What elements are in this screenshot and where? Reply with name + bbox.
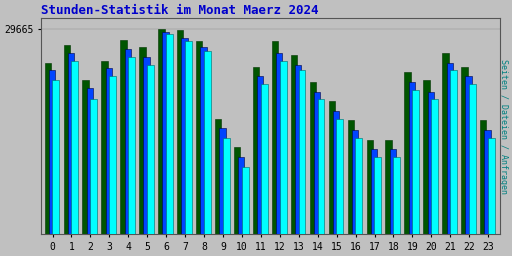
Bar xyxy=(298,70,306,234)
Bar xyxy=(143,57,150,234)
Bar xyxy=(386,140,392,234)
Bar xyxy=(336,119,344,234)
Bar xyxy=(162,32,169,234)
Bar xyxy=(412,90,419,234)
Bar xyxy=(63,45,70,234)
Bar xyxy=(87,88,93,234)
Bar xyxy=(219,128,226,234)
Bar xyxy=(200,47,207,234)
Bar xyxy=(166,34,173,234)
Bar xyxy=(295,65,301,234)
Bar xyxy=(367,140,373,234)
Bar xyxy=(238,157,245,234)
Bar xyxy=(101,61,108,234)
Bar xyxy=(404,72,411,234)
Y-axis label: Seiten / Dateien / Anfragen: Seiten / Dateien / Anfragen xyxy=(499,59,508,194)
Bar xyxy=(185,41,192,234)
Bar xyxy=(223,138,230,234)
Bar xyxy=(450,70,457,234)
Bar xyxy=(480,121,486,234)
Bar xyxy=(52,80,59,234)
Bar xyxy=(390,150,396,234)
Bar xyxy=(280,61,287,234)
Bar xyxy=(291,55,297,234)
Bar xyxy=(158,29,164,234)
Bar xyxy=(310,82,316,234)
Bar xyxy=(139,47,145,234)
Bar xyxy=(242,167,249,234)
Bar xyxy=(204,51,211,234)
Bar xyxy=(49,70,55,234)
Bar xyxy=(314,92,320,234)
Bar xyxy=(105,68,112,234)
Bar xyxy=(181,38,188,234)
Bar xyxy=(90,99,97,234)
Bar xyxy=(82,80,89,234)
Bar xyxy=(276,53,282,234)
Bar xyxy=(446,63,453,234)
Bar xyxy=(488,138,495,234)
Bar xyxy=(253,67,259,234)
Bar xyxy=(45,63,51,234)
Bar xyxy=(469,84,476,234)
Bar xyxy=(234,147,240,234)
Bar xyxy=(329,101,335,234)
Bar xyxy=(352,130,358,234)
Bar xyxy=(461,67,467,234)
Bar xyxy=(484,130,490,234)
Bar xyxy=(147,65,154,234)
Bar xyxy=(177,30,183,234)
Bar xyxy=(371,150,377,234)
Bar xyxy=(261,84,268,234)
Bar xyxy=(348,121,354,234)
Bar xyxy=(355,138,362,234)
Bar xyxy=(374,157,381,234)
Bar xyxy=(409,82,415,234)
Bar xyxy=(124,49,131,234)
Bar xyxy=(393,157,400,234)
Bar xyxy=(120,39,126,234)
Bar xyxy=(257,76,263,234)
Bar xyxy=(272,41,278,234)
Bar xyxy=(71,61,78,234)
Bar xyxy=(333,111,339,234)
Bar xyxy=(68,53,74,234)
Text: Stunden-Statistik im Monat Maerz 2024: Stunden-Statistik im Monat Maerz 2024 xyxy=(41,4,318,17)
Bar xyxy=(196,41,202,234)
Bar xyxy=(431,99,438,234)
Bar xyxy=(428,92,434,234)
Bar xyxy=(109,76,116,234)
Bar xyxy=(442,53,449,234)
Bar xyxy=(465,76,472,234)
Bar xyxy=(423,80,430,234)
Bar xyxy=(317,99,325,234)
Bar xyxy=(215,119,221,234)
Bar xyxy=(128,57,135,234)
